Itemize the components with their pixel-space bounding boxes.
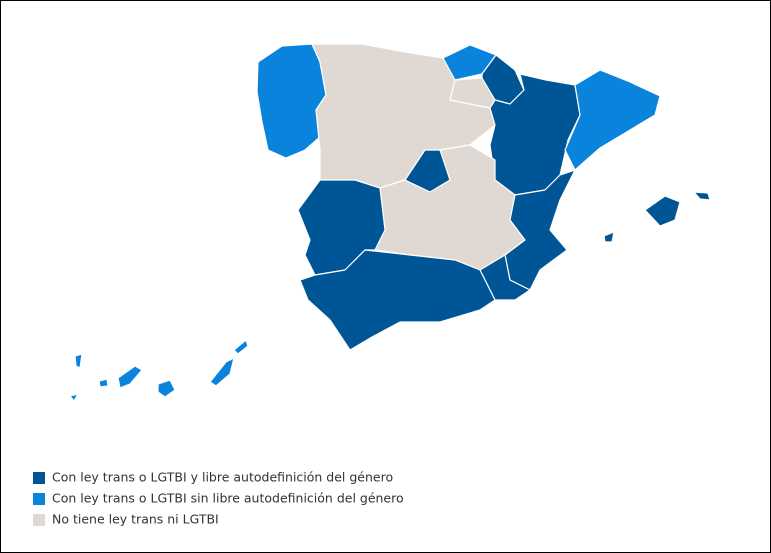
region [644,195,681,227]
region [504,169,576,291]
region [209,357,235,387]
region [564,69,661,171]
legend-swatch [33,514,45,526]
legend-label: Con ley trans o LGTBI sin libre autodefi… [52,491,404,506]
region [299,249,496,351]
region [233,339,249,355]
legend-swatch [33,493,45,505]
region [69,393,79,402]
legend-label: Con ley trans o LGTBI y libre autodefini… [52,470,393,485]
legend: Con ley trans o LGTBI y libre autodefini… [33,470,404,527]
region [117,365,143,389]
region [98,378,109,388]
map [69,43,711,402]
region [74,353,83,369]
legend-label: No tiene ley trans ni LGTBI [52,512,219,527]
region [404,149,451,193]
region [693,191,711,201]
region [603,231,615,243]
legend-swatch [33,472,45,484]
region [256,43,327,159]
region [157,379,176,398]
